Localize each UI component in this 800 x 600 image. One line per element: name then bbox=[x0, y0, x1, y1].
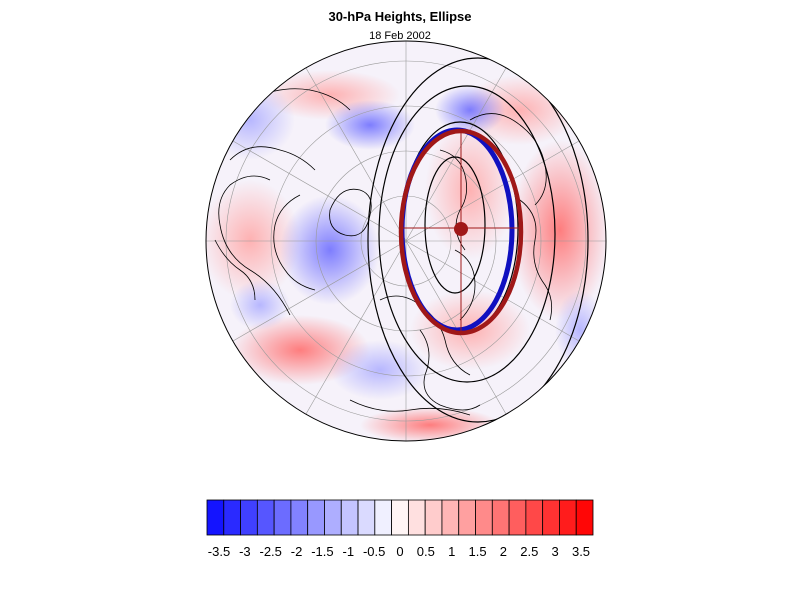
colorbar-box bbox=[324, 499, 342, 536]
colorbar-box bbox=[290, 499, 309, 536]
colorbar-box bbox=[407, 499, 426, 536]
ellipse-center-marker bbox=[454, 222, 468, 236]
colorbar-tick-label: 0 bbox=[396, 544, 404, 559]
colorbar-box bbox=[508, 499, 527, 536]
colorbar-box bbox=[374, 499, 393, 536]
colorbar-tick-label: -3 bbox=[239, 544, 251, 559]
colorbar-box bbox=[240, 499, 258, 536]
map-title: 30-hPa Heights, Ellipse bbox=[328, 9, 472, 24]
colorbar-tick-label: 0.5 bbox=[416, 544, 435, 559]
colorbar-tick-label: -1 bbox=[342, 544, 355, 559]
colorbar-boxes bbox=[206, 499, 594, 536]
colorbar-box bbox=[458, 499, 476, 536]
colorbar-tick-label: 2 bbox=[499, 544, 508, 559]
colorbar-box bbox=[424, 499, 443, 536]
colorbar-box bbox=[575, 499, 594, 536]
colorbar-box bbox=[559, 499, 577, 536]
colorbar-tick-label: -0.5 bbox=[362, 544, 386, 559]
colorbar-box bbox=[273, 499, 292, 536]
colorbar-box bbox=[391, 499, 409, 536]
colorbar-tick-label: 1 bbox=[448, 544, 456, 559]
colorbar-box bbox=[525, 499, 544, 536]
map-date: 18 Feb 2002 bbox=[369, 30, 431, 42]
colorbar-tick-label: -1.5 bbox=[311, 544, 334, 559]
colorbar-box bbox=[441, 499, 460, 536]
colorbar-tick-label: 3 bbox=[551, 544, 559, 559]
colorbar-box bbox=[357, 499, 376, 536]
colorbar-tick-label: -2 bbox=[290, 544, 303, 559]
colorbar-box bbox=[206, 499, 225, 536]
colorbar-tick-label: 3.5 bbox=[571, 544, 591, 559]
colorbar-box bbox=[491, 499, 510, 536]
colorbar-tick-label: -2.5 bbox=[259, 544, 282, 559]
colorbar-box bbox=[475, 499, 493, 536]
colorbar-box bbox=[256, 499, 275, 536]
colorbar-box bbox=[542, 499, 560, 536]
colorbar-box bbox=[223, 499, 241, 536]
colorbar-tick-label: 2.5 bbox=[520, 544, 539, 559]
globe-outline bbox=[205, 40, 607, 442]
colorbar-tick-label: 1.5 bbox=[468, 544, 487, 559]
colorbar-box bbox=[307, 499, 325, 536]
colorbar-tick-label: -3.5 bbox=[207, 544, 231, 559]
colorbar-box bbox=[340, 499, 359, 536]
